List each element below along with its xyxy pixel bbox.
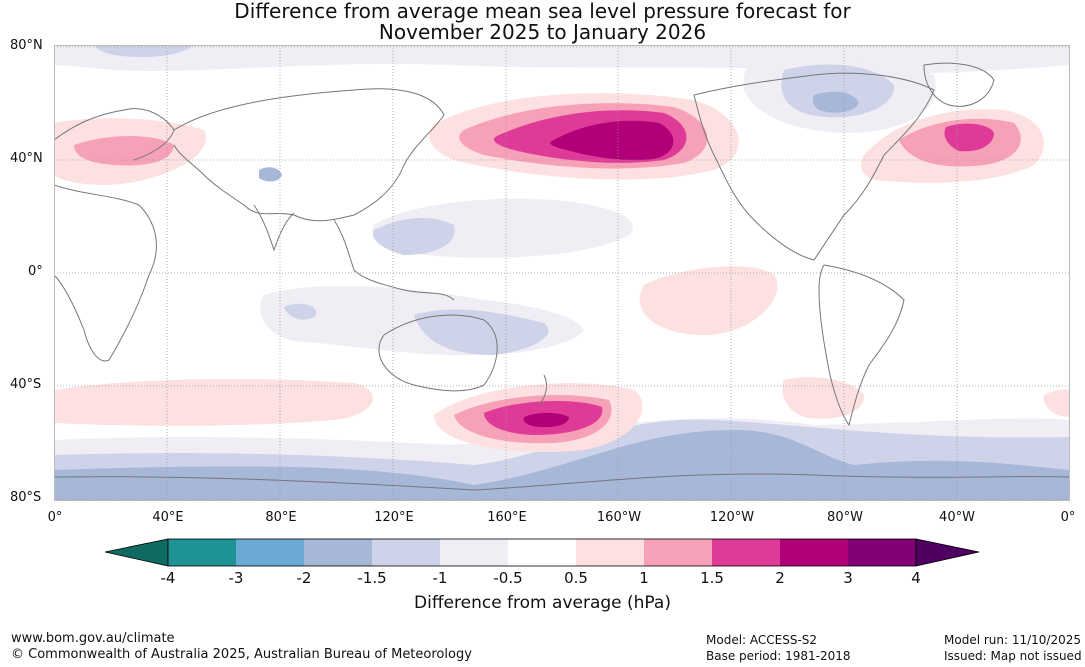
eastern-pacific-positive bbox=[639, 266, 778, 335]
chart-title-line2: November 2025 to January 2026 bbox=[378, 20, 707, 44]
lon-label-40w: 40°W bbox=[939, 510, 975, 525]
lat-label-80n: 80°N bbox=[10, 38, 43, 53]
north-america-coast bbox=[693, 72, 935, 261]
lon-label-120w: 120°W bbox=[709, 510, 755, 525]
colorbar-tick: -2 bbox=[296, 569, 312, 587]
lon-label-80e: 80°E bbox=[265, 510, 297, 525]
model-name: Model: ACCESS-S2 bbox=[706, 633, 818, 647]
colorbar bbox=[105, 538, 980, 567]
colorbar-segment bbox=[712, 539, 780, 566]
lat-label-80s: 80°S bbox=[10, 490, 42, 505]
colorbar-tick: 3 bbox=[843, 569, 853, 587]
nz-coast bbox=[538, 374, 547, 406]
lon-label-160w: 160°W bbox=[596, 510, 642, 525]
colorbar-title: Difference from average (hPa) bbox=[414, 593, 671, 613]
canada-negative-strong bbox=[812, 91, 859, 113]
website-link[interactable]: www.bom.gov.au/climate bbox=[11, 631, 175, 646]
colorbar-tick: -1 bbox=[432, 569, 448, 587]
colorbar-tick: -0.5 bbox=[493, 569, 523, 587]
lon-label-120e: 120°E bbox=[374, 510, 414, 525]
colorbar-segment bbox=[848, 539, 916, 566]
arctic-negative-mod bbox=[94, 45, 194, 57]
australia-negative-mod bbox=[414, 309, 549, 355]
colorbar-tick: 2 bbox=[775, 569, 785, 587]
india-coast bbox=[253, 204, 295, 252]
colorbar-segment bbox=[780, 539, 848, 566]
issued-status: Issued: Map not issued bbox=[944, 649, 1082, 663]
lon-label-0-left: 0° bbox=[47, 510, 63, 525]
colorbar-tick: 1 bbox=[639, 569, 649, 587]
lon-label-40e: 40°E bbox=[152, 510, 184, 525]
west-pacific-negative-mod bbox=[373, 218, 455, 255]
colorbar-segment bbox=[168, 539, 236, 566]
africa-coast bbox=[54, 184, 157, 362]
chart-title-line1: Difference from average mean sea level p… bbox=[234, 0, 851, 23]
coastlines bbox=[54, 62, 1070, 491]
tibet-negative bbox=[259, 167, 282, 182]
lat-label-0: 0° bbox=[28, 264, 43, 279]
colorbar-segment bbox=[236, 539, 304, 566]
colorbar-segment bbox=[304, 539, 372, 566]
colorbar-segment bbox=[508, 539, 576, 566]
europe-coast bbox=[54, 108, 175, 161]
indian-ocean-negative-mod bbox=[284, 303, 317, 320]
copyright-text: © Commonwealth of Australia 2025, Austra… bbox=[11, 647, 472, 662]
colorbar-segment bbox=[576, 539, 644, 566]
colorbar-tick: -1.5 bbox=[357, 569, 387, 587]
colorbar-segment bbox=[372, 539, 440, 566]
model-run-date: Model run: 11/10/2025 bbox=[944, 633, 1082, 647]
europe-positive-1 bbox=[74, 136, 174, 166]
southern-band-strong bbox=[54, 430, 1070, 501]
antarctica-coast bbox=[54, 473, 1070, 491]
map-frame bbox=[54, 45, 1070, 501]
colorbar-tick: -3 bbox=[228, 569, 244, 587]
lon-label-80w: 80°W bbox=[827, 510, 863, 525]
north-pacific-high-2 bbox=[550, 120, 674, 161]
graticule bbox=[54, 45, 1070, 501]
lon-label-160e: 160°E bbox=[487, 510, 527, 525]
colorbar-frame bbox=[167, 538, 917, 567]
colorbar-extend-low bbox=[105, 538, 169, 567]
canada-negative-mod bbox=[781, 64, 895, 118]
colorbar-tick: 0.5 bbox=[564, 569, 588, 587]
colorbar-segment bbox=[644, 539, 712, 566]
south-america-coast bbox=[818, 264, 905, 427]
base-period: Base period: 1981-2018 bbox=[706, 649, 851, 663]
lat-label-40s: 40°S bbox=[10, 377, 42, 392]
south-pacific-high-3 bbox=[523, 412, 569, 428]
australia-coast bbox=[378, 314, 498, 392]
colorbar-tick: 4 bbox=[911, 569, 921, 587]
se-asia-coast bbox=[333, 219, 455, 301]
lat-label-40n: 40°N bbox=[10, 151, 43, 166]
colorbar-segment bbox=[440, 539, 508, 566]
colorbar-extend-high bbox=[915, 538, 980, 567]
colorbar-tick: -4 bbox=[160, 569, 176, 587]
south-atlantic-indian-positive bbox=[54, 379, 373, 426]
colorbar-tick: 1.5 bbox=[700, 569, 724, 587]
pressure-anomaly-map bbox=[54, 45, 1070, 501]
lon-label-0-right: 0° bbox=[1060, 510, 1076, 525]
east-atlantic-positive bbox=[1043, 389, 1070, 417]
greenland-coast bbox=[923, 62, 995, 107]
asia-coast bbox=[173, 88, 445, 222]
